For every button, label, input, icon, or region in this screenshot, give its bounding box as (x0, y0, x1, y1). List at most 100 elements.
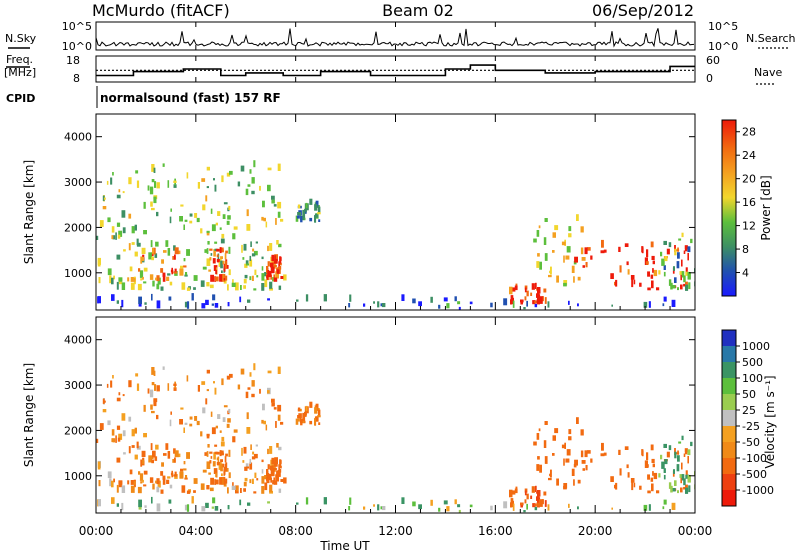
power-echo-cell (201, 178, 206, 182)
power-ytick-label: 1000 (64, 267, 92, 280)
velocity-echo-cell (651, 458, 655, 463)
power-echo-cell (210, 208, 213, 214)
velocity-echo-cell (469, 504, 473, 508)
velocity-echo-cell (624, 446, 629, 450)
velocity-echo-cell (651, 483, 654, 492)
power-echo-cell (131, 242, 135, 245)
velocity-echo-cell (687, 456, 689, 464)
velocity-echo-cell (118, 392, 121, 396)
velocity-echo-cell (647, 490, 651, 494)
power-echo-cell (98, 277, 101, 284)
velocity-echo-cell (630, 478, 635, 483)
power-echo-cell (446, 303, 450, 309)
power-panel-frame (95, 113, 696, 311)
power-echo-cell (173, 245, 176, 251)
velocity-colorbar-segment (722, 362, 736, 379)
velocity-echo-cell (547, 504, 550, 511)
velocity-echo-cell (167, 476, 171, 479)
power-echo-cell (220, 238, 225, 244)
power-echo-cell (573, 276, 575, 283)
power-echo-cell (116, 281, 119, 290)
power-echo-cell (202, 266, 207, 270)
velocity-echo-cell (348, 506, 351, 511)
power-echo-cell (651, 280, 654, 289)
power-echo-cell (568, 233, 572, 238)
power-echo-cell (271, 254, 275, 262)
power-echo-cell (267, 245, 269, 252)
power-echo-cell (150, 240, 153, 248)
velocity-echo-cell (532, 503, 536, 508)
power-echo-cell (252, 248, 255, 252)
velocity-echo-cell (561, 444, 566, 449)
power-echo-cell (279, 256, 282, 264)
power-echo-cell (204, 249, 209, 253)
velocity-echo-cell (205, 398, 208, 405)
velocity-echo-cell (211, 506, 214, 509)
velocity-echo-cell (174, 450, 179, 458)
power-echo-cell (509, 286, 513, 295)
velocity-echo-cell (296, 502, 299, 505)
power-echo-cell (270, 274, 272, 280)
power-echo-cell (520, 299, 524, 303)
velocity-echo-cell (229, 373, 233, 378)
velocity-echo-cell (675, 452, 680, 455)
power-echo-cell (246, 224, 251, 231)
velocity-echo-cell (213, 381, 215, 384)
power-echo-cell (116, 194, 121, 199)
power-echo-cell (228, 269, 231, 276)
power-echo-cell (275, 271, 279, 279)
power-echo-cell (226, 172, 231, 177)
velocity-colorbar-segment (722, 426, 736, 443)
velocity-echo-cell (676, 464, 680, 472)
velocity-echo-cell (136, 441, 139, 449)
power-echo-cell (225, 275, 228, 281)
velocity-echo-cell (116, 397, 121, 402)
velocity-echo-cell (677, 490, 679, 494)
velocity-colorbar-tick-label: 100 (742, 372, 763, 385)
velocity-echo-cell (200, 431, 203, 437)
power-echo-cell (122, 227, 126, 234)
velocity-echo-cell (520, 502, 524, 506)
power-echo-cell (272, 277, 274, 282)
power-echo-cell (571, 265, 575, 273)
velocity-echo-cell (270, 469, 275, 477)
velocity-echo-cell (206, 389, 209, 392)
power-echo-cell (134, 251, 138, 257)
velocity-echo-cell (196, 420, 200, 426)
power-echo-cell (438, 304, 441, 309)
freq-left-label-line2: [MHz] (4, 66, 36, 79)
velocity-echo-cell (412, 501, 416, 507)
power-echo-cell (274, 254, 278, 262)
velocity-echo-cell (688, 485, 691, 493)
power-echo-cell (526, 300, 528, 307)
velocity-echo-cell (277, 366, 281, 374)
velocity-echo-cell (265, 424, 268, 431)
power-echo-cell (220, 260, 223, 269)
velocity-echo-cell (277, 404, 282, 412)
power-echo-cell (170, 208, 172, 212)
velocity-echo-cell (276, 443, 279, 448)
power-echo-cell (581, 257, 586, 261)
power-echo-cell (685, 271, 690, 276)
velocity-echo-cell (266, 469, 269, 477)
power-echo-cell (512, 300, 515, 308)
power-echo-cell (277, 163, 281, 171)
velocity-echo-cell (209, 451, 213, 454)
power-echo-cell (227, 284, 229, 291)
velocity-echo-cell (107, 420, 111, 426)
velocity-echo-cell (305, 410, 307, 416)
velocity-echo-cell (214, 506, 219, 511)
power-echo-cell (181, 282, 186, 290)
velocity-echo-cell (535, 485, 537, 492)
power-echo-cell (155, 277, 157, 281)
velocity-echo-cell (210, 411, 213, 417)
power-echo-cell (684, 245, 688, 250)
velocity-echo-cell (191, 496, 194, 504)
power-echo-cell (265, 221, 268, 228)
power-echo-cell (626, 261, 629, 266)
velocity-echo-cell (121, 485, 126, 493)
power-echo-cell (211, 224, 216, 232)
power-echo-cell (200, 280, 205, 287)
velocity-echo-cell (193, 490, 196, 493)
power-echo-cell (154, 181, 157, 188)
